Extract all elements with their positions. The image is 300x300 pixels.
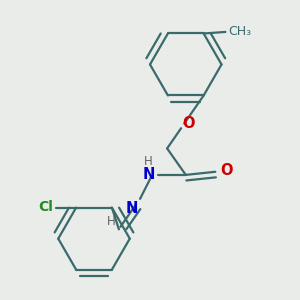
Text: H: H (144, 155, 153, 168)
Text: O: O (220, 163, 233, 178)
Text: N: N (125, 201, 138, 216)
Text: N: N (142, 167, 155, 182)
Text: Cl: Cl (38, 200, 53, 214)
Text: CH₃: CH₃ (228, 26, 251, 38)
Text: O: O (182, 116, 194, 131)
Text: H: H (107, 215, 116, 228)
